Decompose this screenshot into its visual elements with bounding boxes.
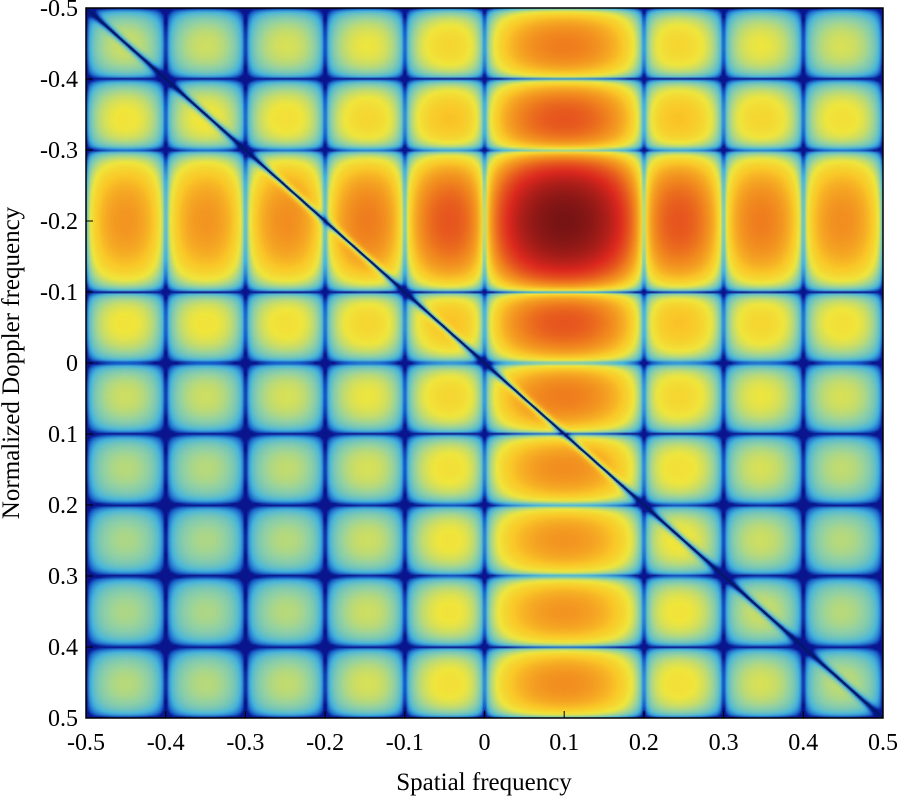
y-tick-label: 0.4 [48,635,78,661]
x-tick-label: 0.5 [868,730,898,756]
x-tick-label: 0.1 [549,730,579,756]
y-tick-label: -0.1 [40,280,78,306]
y-tick-label: -0.2 [40,209,78,235]
y-tick-label: -0.4 [40,67,78,93]
y-axis: -0.5 -0.4 -0.3 -0.2 -0.1 0 0.1 0.2 0.3 0.4 0.5 [40,0,93,732]
x-axis: -0.5 -0.4 -0.3 -0.2 -0.1 0 0.1 0.2 0.3 0.4 0.5 [67,711,898,756]
x-tick-label: -0.3 [226,730,264,756]
x-tick-label: -0.1 [386,730,424,756]
x-tick-label: -0.4 [147,730,185,756]
y-axis-label: Normalized Doppler frequency [0,206,25,519]
y-tick-label: 0.2 [48,493,78,519]
y-tick-label: 0 [66,351,78,377]
y-tick-label: 0.1 [48,422,78,448]
x-tick-label: -0.2 [306,730,344,756]
y-tick-label: 0.5 [48,706,78,732]
y-tick-label: -0.5 [40,0,78,22]
y-tick-label: -0.3 [40,138,78,164]
x-tick-label: -0.5 [67,730,105,756]
x-tick-label: 0.3 [709,730,739,756]
clutter-null-line [85,7,884,719]
x-tick-label: 0.2 [629,730,659,756]
y-tick-label: 0.3 [48,564,78,590]
x-tick-label: 0.4 [788,730,818,756]
x-axis-label: Spatial frequency [396,769,572,796]
x-tick-label: 0 [479,730,491,756]
